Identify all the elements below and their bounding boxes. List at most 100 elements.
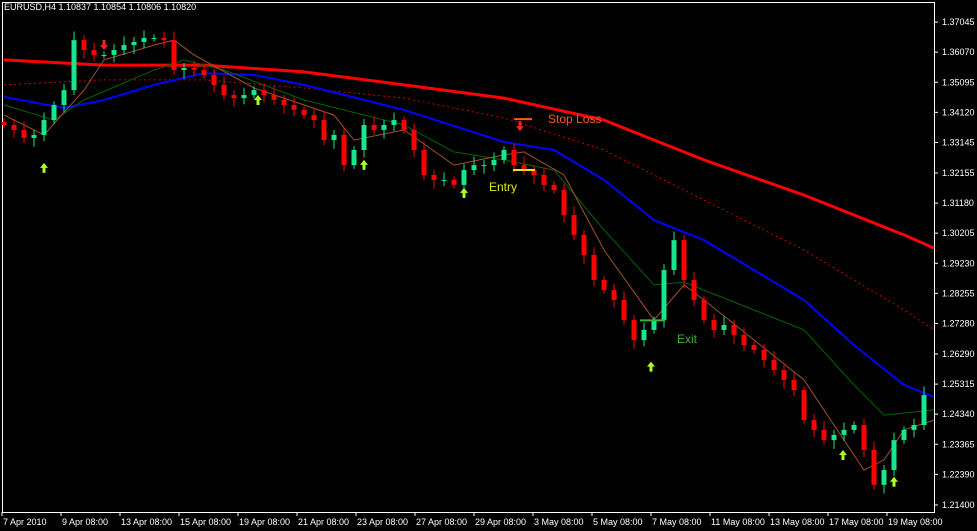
x-tick-label: 11 May 08:00 xyxy=(711,517,765,527)
x-tick-label: 9 Apr 08:00 xyxy=(62,517,108,527)
bear-candle-body xyxy=(201,70,207,75)
candle xyxy=(81,35,87,59)
candle xyxy=(681,235,687,289)
candle xyxy=(71,31,77,96)
candle xyxy=(401,116,407,134)
candle xyxy=(741,327,747,352)
candle xyxy=(21,121,27,143)
bear-candle-body xyxy=(681,240,687,280)
bear-candle-body xyxy=(861,425,867,450)
x-tick-label: 21 Apr 08:00 xyxy=(298,517,349,527)
bull-candle-body xyxy=(901,429,907,441)
candle xyxy=(891,432,897,477)
bear-candle-body xyxy=(761,350,767,360)
candle xyxy=(281,95,287,114)
bear-candle-body xyxy=(511,150,517,166)
bear-candle-body xyxy=(21,129,27,138)
x-tick-label: 17 May 08:00 xyxy=(829,517,884,527)
bull-candle-body xyxy=(481,165,487,167)
candle xyxy=(881,465,887,494)
candle xyxy=(311,108,317,128)
candle xyxy=(861,418,867,458)
bull-candle-body xyxy=(181,67,187,71)
candle xyxy=(711,313,717,338)
bull-candle-body xyxy=(651,320,657,330)
candle xyxy=(331,129,337,149)
x-tick-label: 29 Apr 08:00 xyxy=(475,517,526,527)
bull-candle-body xyxy=(31,134,37,138)
x-tick-label: 19 Apr 08:00 xyxy=(239,517,290,527)
bull-candle-body xyxy=(491,159,497,166)
bear-candle-body xyxy=(821,429,827,441)
x-tick-label: 15 Apr 08:00 xyxy=(180,517,231,527)
candle xyxy=(51,101,57,124)
candle xyxy=(211,68,217,93)
y-tick-label: 1.29230 xyxy=(942,258,975,268)
x-tick-label: 7 Apr 2010 xyxy=(3,517,47,527)
candle xyxy=(761,343,767,368)
bear-candle-body xyxy=(301,109,307,116)
bull-candle-body xyxy=(911,425,917,430)
candle xyxy=(151,34,157,42)
buy-arrow-icon xyxy=(40,162,48,173)
candle xyxy=(351,146,357,169)
bear-candle-body xyxy=(811,420,817,430)
bear-candle-body xyxy=(171,40,177,71)
y-tick-label: 1.21400 xyxy=(942,500,975,510)
candle xyxy=(271,86,277,105)
ma-slow-line xyxy=(3,58,935,250)
bear-candle-body xyxy=(591,254,597,280)
bull-candle-body xyxy=(891,440,897,471)
bear-candle-body xyxy=(731,325,737,335)
y-tick-label: 1.22390 xyxy=(942,469,975,479)
candle xyxy=(901,426,907,444)
bull-candle-body xyxy=(471,165,477,171)
candle xyxy=(91,42,97,62)
x-tick-label: 13 Apr 08:00 xyxy=(121,517,172,527)
candle xyxy=(531,165,537,184)
stop-loss-label: Stop Loss xyxy=(548,112,602,127)
bear-candle-body xyxy=(611,290,617,300)
ma-brown-line xyxy=(3,39,935,471)
bull-candle-body xyxy=(121,45,127,50)
candle xyxy=(291,97,297,117)
sell-arrow-icon xyxy=(516,121,524,132)
candle xyxy=(131,37,137,54)
bear-candle-body xyxy=(191,67,197,71)
candle xyxy=(491,152,497,172)
candle xyxy=(471,156,477,175)
candle xyxy=(731,320,737,344)
candle xyxy=(101,51,107,59)
bear-candle-body xyxy=(741,334,747,346)
bull-candle-body xyxy=(851,425,857,430)
buy-arrow-icon xyxy=(460,187,468,198)
bull-candle-body xyxy=(41,120,47,135)
bull-candle-body xyxy=(331,134,337,141)
candle xyxy=(661,263,667,328)
bear-candle-body xyxy=(91,50,97,55)
bear-candle-body xyxy=(631,320,637,341)
x-tick-label: 3 May 08:00 xyxy=(534,517,584,527)
bull-candle-body xyxy=(501,150,507,160)
candle xyxy=(701,296,707,324)
bear-candle-body xyxy=(81,40,87,50)
bear-candle-body xyxy=(581,234,587,255)
bear-candle-body xyxy=(371,125,377,130)
candle xyxy=(361,118,367,158)
y-tick-label: 1.26290 xyxy=(942,349,975,359)
bear-candle-body xyxy=(601,279,607,291)
bear-candle-body xyxy=(221,84,227,96)
candle xyxy=(571,206,577,240)
bull-candle-body xyxy=(831,434,837,441)
bull-candle-body xyxy=(641,329,647,341)
x-tick-label: 27 Apr 08:00 xyxy=(416,517,467,527)
bull-candle-body xyxy=(111,50,117,55)
bear-candle-body xyxy=(291,104,297,110)
candle xyxy=(561,183,567,223)
bull-candle-body xyxy=(391,120,397,125)
bear-candle-body xyxy=(571,215,577,235)
y-tick-label: 1.24340 xyxy=(942,409,975,419)
candle xyxy=(341,127,347,172)
candle xyxy=(221,76,227,100)
